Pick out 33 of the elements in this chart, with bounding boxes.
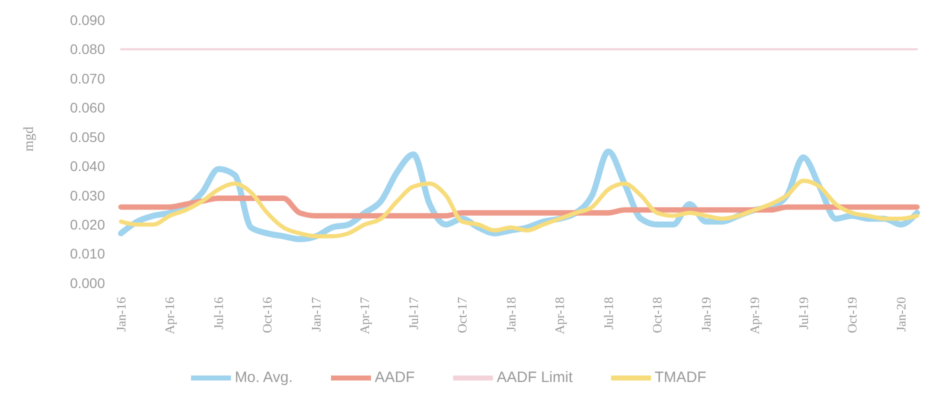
y-tick-label: 0.050	[70, 128, 106, 145]
x-tick-label: Apr-16	[162, 296, 178, 334]
x-tick-label: Jan-17	[308, 296, 324, 332]
line-series	[118, 178, 920, 238]
y-tick-label: 0.040	[70, 158, 106, 174]
x-tick-label: Jan-19	[698, 297, 714, 332]
x-tick-label: Apr-17	[357, 296, 372, 334]
legend-label: AADF Limit	[496, 368, 573, 386]
y-tick-label: 0.080	[70, 41, 106, 58]
x-tick-label: Jul-16	[210, 296, 226, 330]
y-tick-label: 0.020	[70, 216, 106, 233]
x-tick-label: Oct-18	[650, 297, 665, 334]
legend-label: TMADF	[654, 368, 706, 386]
y-tick-label: 0.070	[70, 70, 106, 86]
legend-label: Mo. Avg.	[234, 368, 293, 386]
y-axis-title: mgd	[22, 126, 37, 152]
x-tick-label: Jan-20	[893, 297, 908, 332]
y-tick-label: 0.090	[70, 12, 106, 28]
y-tick-label: 0.010	[70, 246, 106, 262]
x-tick-label: Oct-19	[844, 297, 860, 334]
x-tick-label: Apr-19	[747, 297, 762, 334]
y-tick-label: 0.030	[70, 187, 106, 204]
x-tick-label: Jul-17	[406, 296, 421, 330]
y-tick-label: 0.060	[70, 100, 106, 116]
x-tick-label: Apr-18	[552, 297, 568, 334]
x-tick-label: Oct-16	[260, 296, 275, 334]
x-tick-label: Oct-17	[454, 296, 470, 334]
y-tick-label: 0.000	[70, 274, 106, 291]
x-tick-label: Jul-18	[600, 297, 616, 330]
legend-label: AADF	[374, 368, 415, 386]
x-tick-label: Jan-18	[503, 297, 518, 332]
x-tick-label: Jul-19	[796, 297, 811, 330]
x-tick-label: Jan-16	[114, 296, 128, 332]
